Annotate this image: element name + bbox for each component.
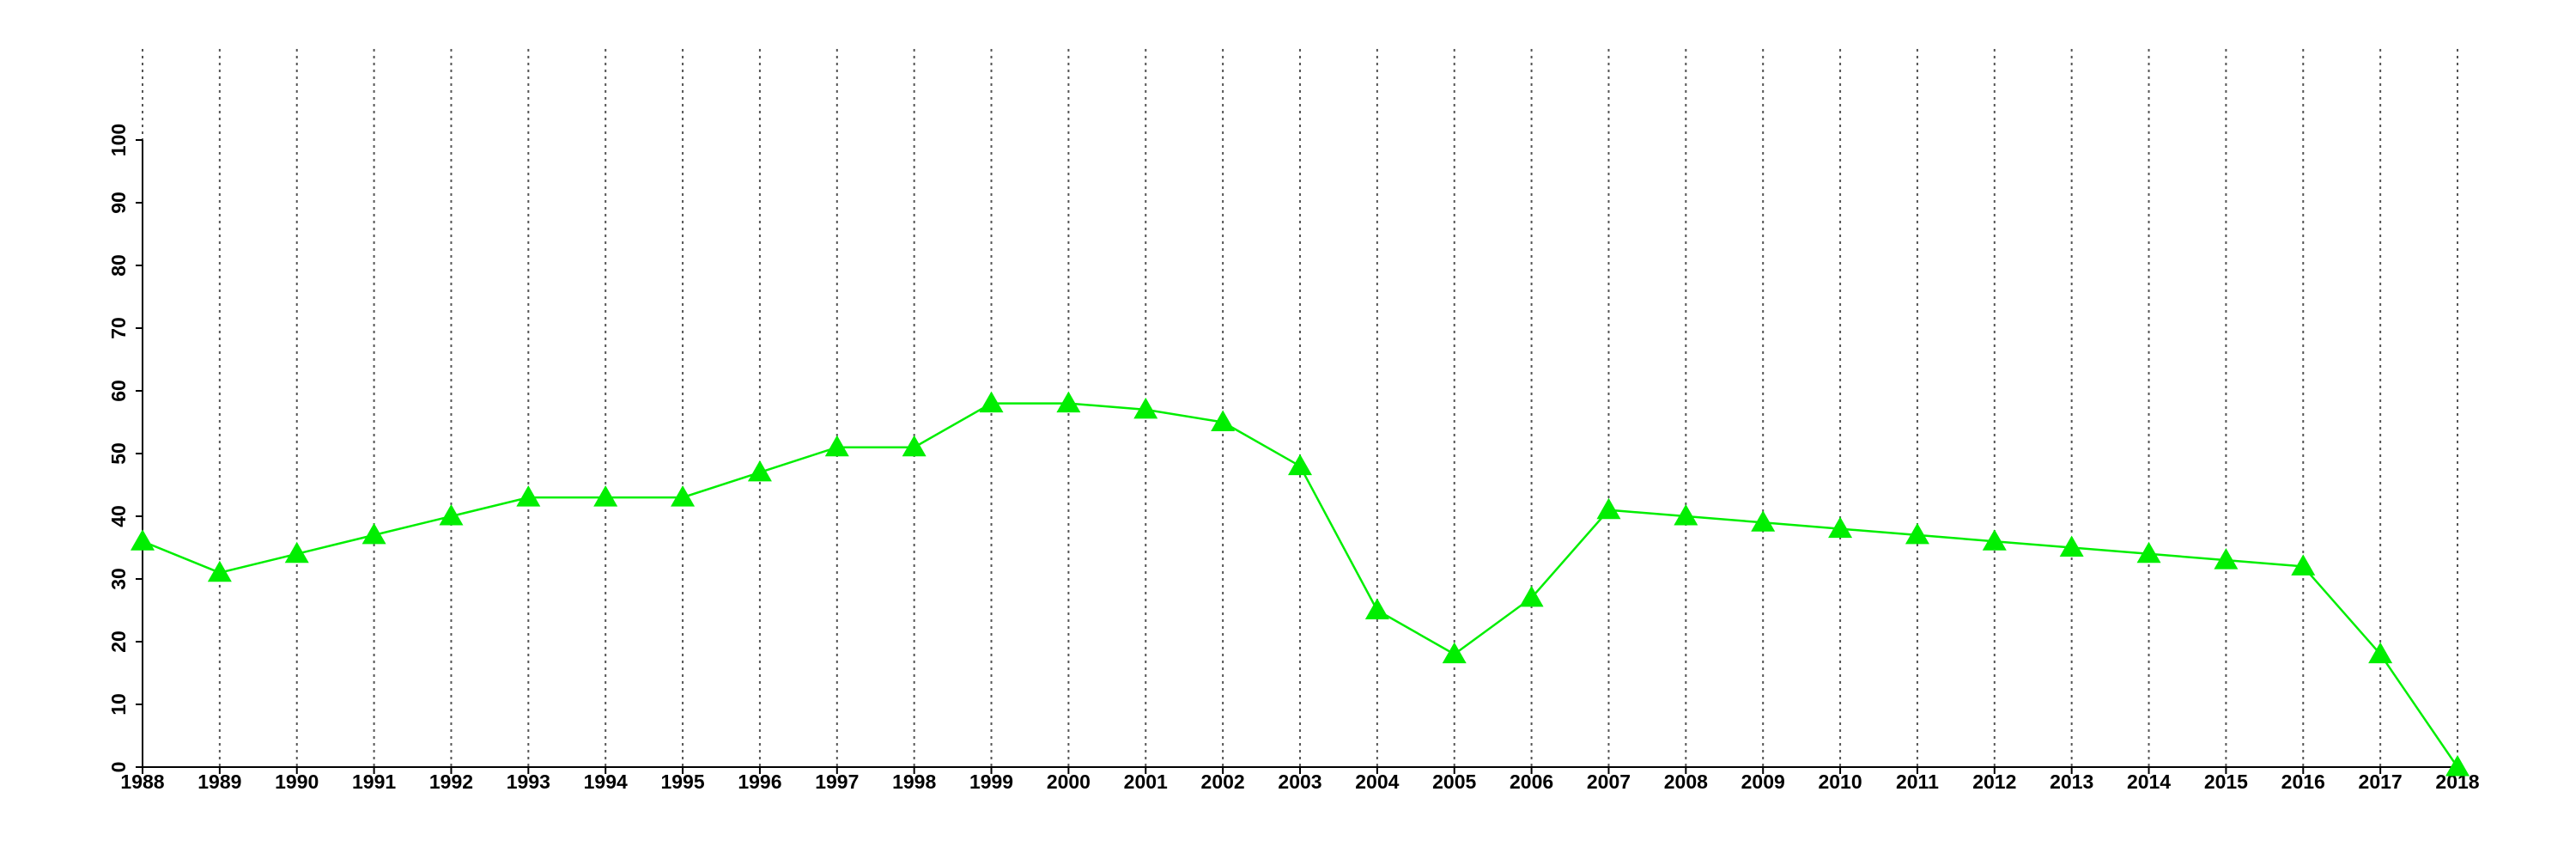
y-tick-label: 50 [107, 442, 130, 465]
y-tick-label: 100 [107, 124, 130, 156]
x-tick-label: 2007 [1587, 771, 1631, 793]
marker [2291, 554, 2316, 576]
marker [2445, 755, 2470, 777]
marker [1596, 497, 1621, 520]
marker [2136, 541, 2161, 564]
x-tick-label: 2003 [1278, 771, 1321, 793]
x-tick-label: 1990 [275, 771, 319, 793]
x-tick-label: 2008 [1664, 771, 1708, 793]
marker [1364, 598, 1389, 619]
y-tick-label: 70 [107, 317, 130, 339]
y-tick-label: 80 [107, 254, 130, 277]
x-tick-label: 1988 [120, 771, 164, 793]
x-tick-label: 1991 [352, 771, 396, 793]
x-tick-label: 2000 [1047, 771, 1091, 793]
x-tick-label: 1989 [197, 771, 241, 793]
x-tick-label: 2010 [1818, 771, 1862, 793]
x-tick-label: 2015 [2204, 771, 2248, 793]
marker [1828, 516, 1853, 539]
x-tick-label: 2011 [1896, 771, 1939, 793]
marker [2368, 642, 2393, 664]
x-tick-label: 2013 [2050, 771, 2093, 793]
marker [516, 485, 541, 507]
marker [671, 485, 696, 507]
x-tick-label: 2002 [1201, 771, 1245, 793]
x-tick-label: 2006 [1510, 771, 1553, 793]
x-tick-label: 2009 [1741, 771, 1785, 793]
y-tick-label: 90 [107, 192, 130, 214]
x-tick-label: 2012 [1972, 771, 2016, 793]
x-tick-label: 2017 [2359, 771, 2403, 793]
marker [284, 541, 309, 564]
marker [1751, 510, 1776, 532]
y-tick-label: 60 [107, 380, 130, 402]
y-tick-label: 10 [107, 693, 130, 716]
x-tick-label: 2014 [2127, 771, 2171, 793]
x-tick-label: 2016 [2281, 771, 2325, 793]
x-tick-label: 1996 [738, 771, 781, 793]
y-tick-label: 0 [107, 762, 130, 773]
marker [593, 485, 618, 507]
marker [1056, 391, 1081, 413]
marker [902, 435, 927, 457]
x-tick-label: 1999 [969, 771, 1013, 793]
marker [1674, 504, 1698, 526]
y-tick-label: 40 [107, 505, 130, 527]
y-tick-label: 30 [107, 568, 130, 590]
marker [1905, 522, 1929, 545]
marker [1982, 529, 2007, 551]
x-tick-label: 1998 [892, 771, 936, 793]
x-tick-label: 1994 [584, 771, 628, 793]
x-tick-label: 2001 [1124, 771, 1168, 793]
x-tick-label: 2004 [1355, 771, 1399, 793]
x-tick-label: 1992 [429, 771, 473, 793]
x-tick-label: 2005 [1432, 771, 1476, 793]
marker [1133, 397, 1158, 419]
marker [1442, 642, 1467, 664]
marker [1211, 410, 1236, 431]
marker [1288, 454, 1312, 476]
marker [131, 529, 155, 551]
x-tick-label: 1995 [660, 771, 704, 793]
y-tick-label: 20 [107, 631, 130, 653]
x-tick-label: 1997 [815, 771, 859, 793]
marker [439, 504, 464, 526]
marker [207, 560, 232, 582]
marker [1519, 585, 1544, 607]
x-tick-label: 1993 [507, 771, 550, 793]
marker [824, 435, 849, 457]
marker [361, 522, 386, 545]
marker [2214, 548, 2239, 570]
marker [747, 460, 772, 482]
marker [979, 391, 1004, 413]
marker [2059, 535, 2084, 557]
